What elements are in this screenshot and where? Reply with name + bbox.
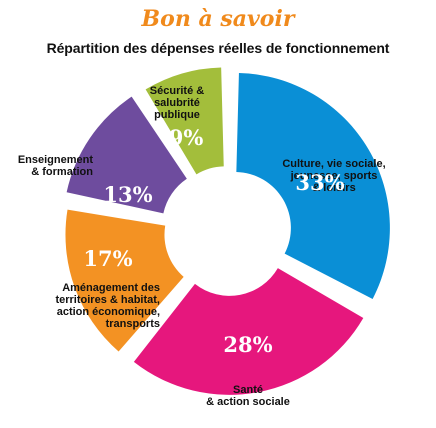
slice-label-2: Santé & action sociale: [206, 384, 290, 408]
slice-value-3: 17%: [83, 246, 132, 271]
pie-slice-2: [133, 268, 364, 395]
slice-label-5: Sécurité & salubrité publique: [150, 85, 204, 121]
slice-value-4: 13%: [103, 182, 152, 207]
slice-label-4: Enseignement & formation: [18, 154, 94, 178]
pie-slice-4: [66, 96, 187, 214]
slice-label-3: Aménagement des territoires & habitat, act…: [55, 282, 160, 330]
chart-subtitle: Répartition des dépenses réelles de fonc…: [46, 40, 390, 56]
pie-slice-1: [236, 72, 390, 300]
page-title: Bon à savoir: [141, 6, 295, 32]
slice-value-1: 33%: [295, 170, 344, 195]
slice-value-5: 9%: [169, 125, 204, 150]
pie-slice-5: [145, 67, 224, 175]
slice-value-2: 28%: [223, 332, 272, 357]
slice-label-1: Culture, vie sociale, jeunesse, sports & l…: [282, 158, 385, 194]
pie-slice-3: [65, 209, 184, 352]
